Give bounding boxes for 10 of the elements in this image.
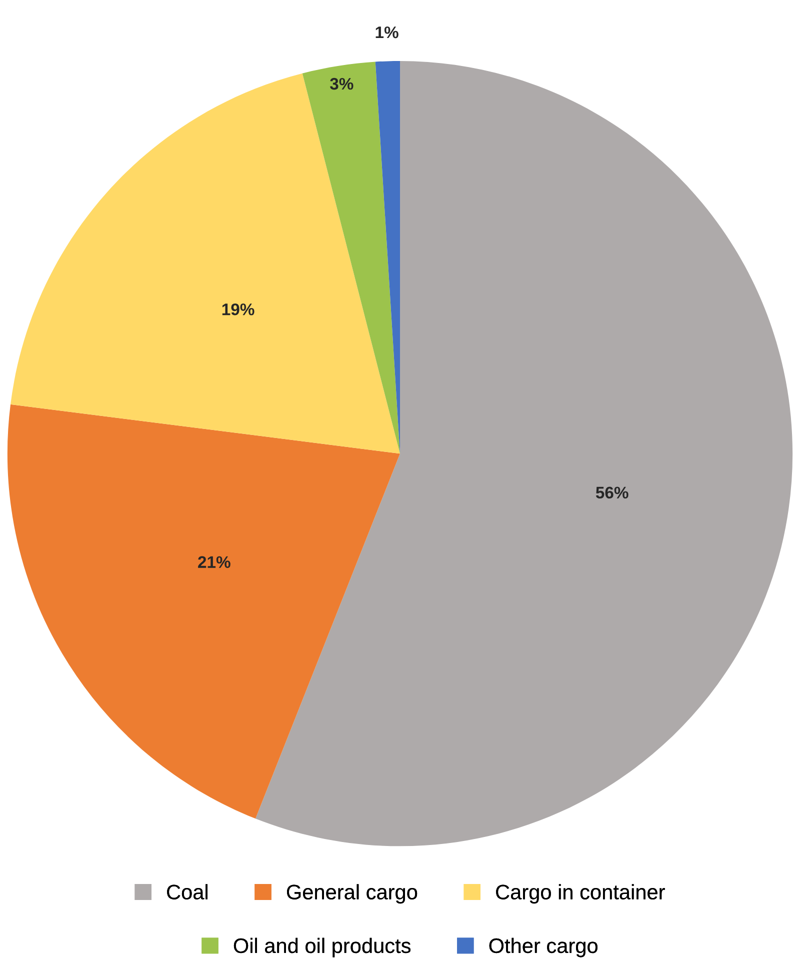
legend-label: Oil and oil products (234, 938, 411, 958)
data-label: 19% (222, 303, 254, 316)
data-label: 3% (330, 78, 354, 90)
data-label: 56% (596, 486, 628, 499)
legend-label: Cargo in container (496, 884, 665, 904)
data-label: 21% (198, 556, 230, 568)
legend-label: Other cargo (489, 938, 598, 958)
data-label: 1% (376, 26, 398, 38)
legend-label: General cargo (286, 884, 418, 904)
legend-label: Coal (167, 884, 208, 900)
